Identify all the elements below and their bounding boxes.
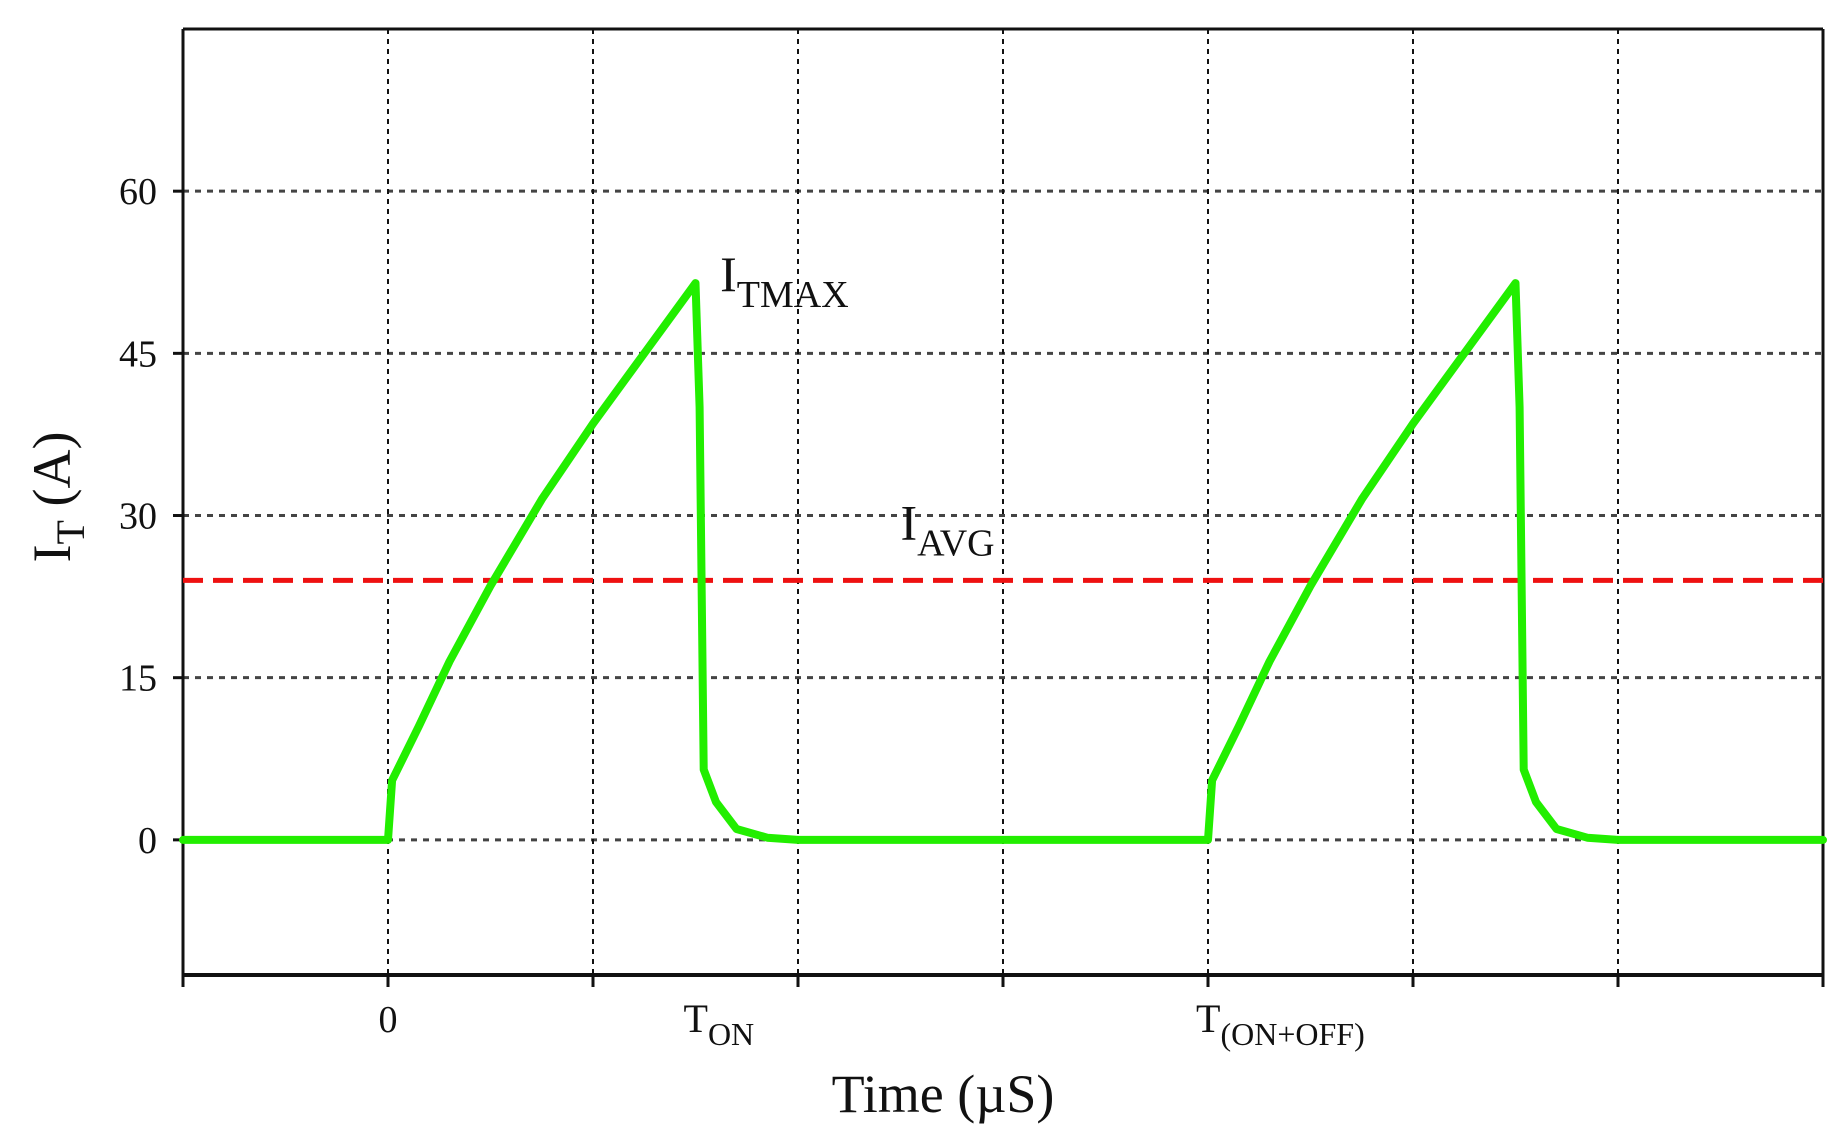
- label-layer: 0 15 30 45 60 0 TON T(ON+OFF) ITMAX IAVG Time (µS)…: [22, 171, 1365, 1124]
- current-waveform-line: [179, 279, 1827, 844]
- y-axis-title: IT (A): [22, 432, 93, 563]
- series-layer: [179, 279, 1827, 844]
- axes-layer: [173, 27, 1825, 987]
- y-tick-label-15: 15: [119, 658, 157, 700]
- y-tick-label-0: 0: [138, 820, 157, 862]
- y-axis-title-group: IT (A): [22, 432, 93, 563]
- y-tick-label-30: 30: [119, 496, 157, 538]
- y-tick-label-60: 60: [119, 171, 157, 213]
- x-axis-title: Time (µS): [832, 1064, 1055, 1124]
- x-tick-label-0: 0: [379, 999, 398, 1041]
- x-tick-label-2: T(ON+OFF): [1196, 996, 1365, 1052]
- x-tick-label-1: TON: [684, 996, 755, 1052]
- y-tick-label-45: 45: [119, 333, 157, 375]
- peak-current-label: ITMAX: [720, 246, 849, 316]
- average-current-label: IAVG: [901, 495, 995, 565]
